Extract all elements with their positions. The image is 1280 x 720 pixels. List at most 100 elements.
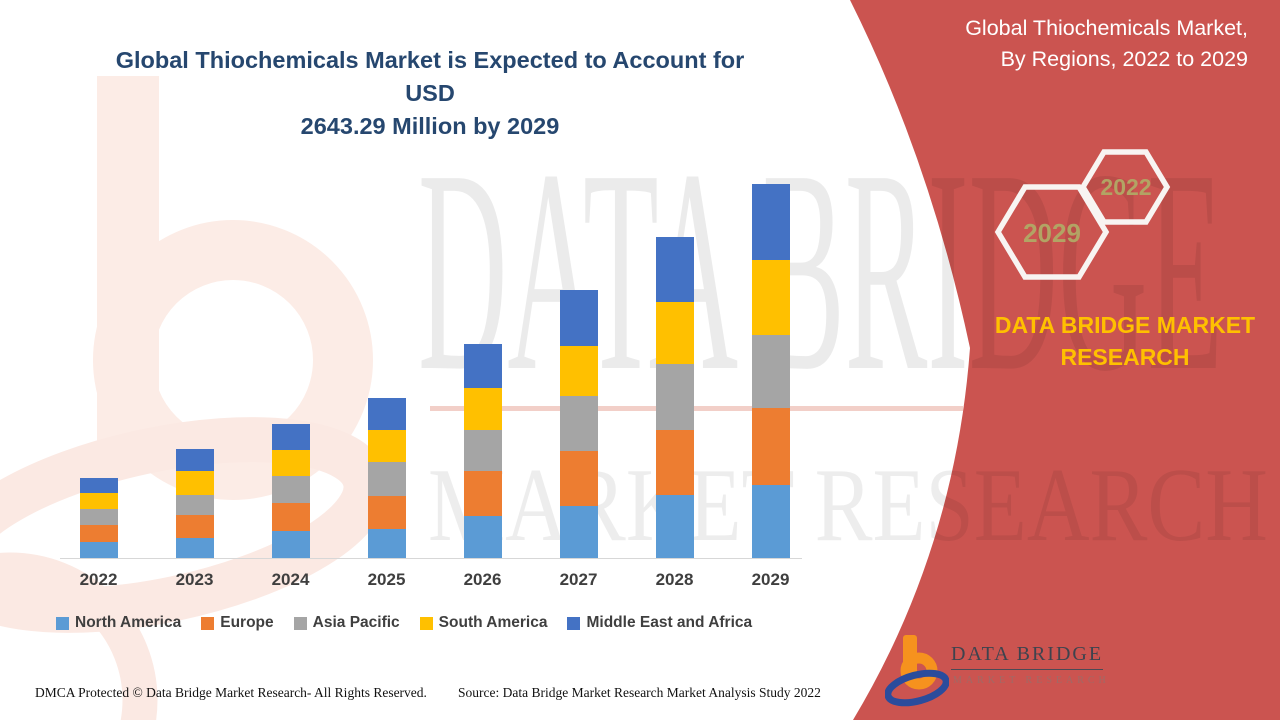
brand-name-line1: DATA BRIDGE MARKET (994, 312, 1256, 338)
bar-segment-2022-asia-pacific (79, 508, 118, 525)
bar-segment-2025-north-america (367, 528, 406, 558)
side-panel-heading-line1: Global Thiochemicals Market, (965, 16, 1248, 40)
bar-segment-2026-asia-pacific (463, 430, 502, 472)
dmca-notice: DMCA Protected © Data Bridge Market Rese… (35, 685, 427, 700)
legend-label: Middle East and Africa (586, 614, 753, 631)
bar-segment-2027-asia-pacific (559, 396, 598, 451)
legend-label: Europe (220, 614, 274, 631)
logo-mark-icon (885, 635, 949, 707)
hexagon-2022 (1079, 149, 1171, 225)
bar-2026 (463, 344, 502, 558)
bar-segment-2026-middle-east-and-africa (463, 344, 502, 389)
bar-segment-2023-europe (175, 514, 214, 538)
bar-2024 (271, 424, 310, 558)
brand-name-line2: RESEARCH (1060, 344, 1190, 370)
data-bridge-logo: DATA BRIDGE MARKET RESEARCH (885, 631, 1135, 711)
x-axis-line (60, 558, 802, 559)
logo-name: DATA BRIDGE (951, 643, 1104, 670)
bar-segment-2022-south-america (79, 493, 118, 509)
bar-segment-2024-north-america (271, 531, 310, 558)
legend-swatch-icon (56, 616, 69, 630)
x-axis-label-2022: 2022 (79, 570, 118, 589)
bar-segment-2023-south-america (175, 471, 214, 495)
legend-item-asia-pacific: Asia Pacific (293, 614, 400, 632)
bar-segment-2027-south-america (559, 345, 598, 397)
bar-segment-2028-north-america (655, 494, 694, 558)
bar-2029 (751, 184, 790, 558)
legend-swatch-icon (567, 616, 581, 630)
x-axis-label-2029: 2029 (751, 570, 790, 589)
brand-name-text: DATA BRIDGE MARKET RESEARCH (985, 309, 1265, 373)
pink-divider-line (430, 406, 963, 411)
bar-segment-2029-north-america (751, 484, 790, 558)
x-axis-label-2024: 2024 (271, 570, 310, 589)
bar-segment-2025-asia-pacific (367, 461, 406, 496)
bar-segment-2027-middle-east-and-africa (559, 290, 598, 346)
bar-segment-2025-south-america (367, 429, 406, 462)
legend-label: Asia Pacific (312, 614, 400, 631)
bar-segment-2024-asia-pacific (271, 476, 310, 504)
legend-label: South America (438, 614, 548, 631)
bar-2025 (367, 398, 406, 558)
x-axis-label-2027: 2027 (559, 570, 598, 589)
bar-segment-2029-middle-east-and-africa (751, 184, 790, 260)
side-panel-heading: Global Thiochemicals Market, By Regions,… (900, 13, 1248, 75)
page-title-line2: 2643.29 Million by 2029 (300, 113, 560, 139)
bar-segment-2027-europe (559, 450, 598, 506)
legend-item-north-america: North America (56, 614, 181, 632)
legend: North America Europe Asia Pacific South Ame… (56, 614, 826, 632)
bar-segment-2027-north-america (559, 505, 598, 558)
bar-segment-2028-south-america (655, 301, 694, 365)
bar-segment-2023-middle-east-and-africa (175, 448, 214, 472)
bar-segment-2028-middle-east-and-africa (655, 236, 694, 302)
legend-item-south-america: South America (419, 614, 548, 632)
legend-swatch-icon (201, 616, 215, 630)
legend-swatch-icon (293, 616, 307, 630)
pink-logo-watermark (0, 76, 963, 720)
bar-segment-2025-europe (367, 495, 406, 529)
legend-item-europe: Europe (201, 614, 274, 632)
chart-plot (60, 180, 805, 558)
bar-2028 (655, 236, 694, 558)
badge-year-2022: 2022 (1100, 174, 1152, 200)
legend-label: North America (75, 614, 182, 631)
bar-2027 (559, 290, 598, 558)
x-axis-label-2026: 2026 (463, 570, 502, 589)
bar-segment-2025-middle-east-and-africa (367, 398, 406, 430)
bar-segment-2022-middle-east-and-africa (79, 478, 118, 494)
page-title-line1: Global Thiochemicals Market is Expected … (115, 47, 745, 106)
bar-segment-2026-europe (463, 471, 502, 517)
bar-2023 (175, 448, 214, 558)
bar-segment-2024-middle-east-and-africa (271, 424, 310, 451)
bar-segment-2026-north-america (463, 516, 502, 558)
x-axis-label-2023: 2023 (175, 570, 214, 589)
source-note: Source: Data Bridge Market Research Mark… (458, 685, 821, 700)
hexagon-badges (994, 149, 1171, 280)
logo-tagline: MARKET RESEARCH (953, 675, 1110, 686)
bar-2022 (79, 478, 118, 558)
bar-segment-2024-south-america (271, 450, 310, 477)
legend-item-middle-east-and-africa: Middle East and Africa (567, 614, 752, 632)
bar-segment-2023-asia-pacific (175, 494, 214, 515)
badge-year-2029: 2029 (1023, 218, 1081, 248)
side-panel-heading-line2: By Regions, 2022 to 2029 (1000, 47, 1248, 71)
x-axis-label-2028: 2028 (655, 570, 694, 589)
x-axis-label-2025: 2025 (367, 570, 406, 589)
bar-segment-2029-asia-pacific (751, 335, 790, 409)
bar-segment-2024-europe (271, 503, 310, 532)
legend-swatch-icon (419, 616, 433, 630)
bar-segment-2028-asia-pacific (655, 364, 694, 430)
bar-segment-2028-europe (655, 429, 694, 495)
x-axis-labels: 2022 2023 2024 2025 2026 2027 2028 2029 (60, 570, 805, 594)
bar-segment-2022-europe (79, 524, 118, 542)
bar-segment-2026-south-america (463, 388, 502, 431)
page-title: Global Thiochemicals Market is Expected … (90, 44, 770, 143)
hexagon-2029 (994, 184, 1110, 280)
bar-segment-2029-south-america (751, 259, 790, 336)
bar-segment-2023-north-america (175, 537, 214, 558)
red-side-panel (850, 0, 1280, 720)
watermark-line1: DATA BRIDGE (418, 110, 1223, 431)
bar-segment-2022-north-america (79, 542, 118, 558)
bar-segment-2029-europe (751, 408, 790, 485)
